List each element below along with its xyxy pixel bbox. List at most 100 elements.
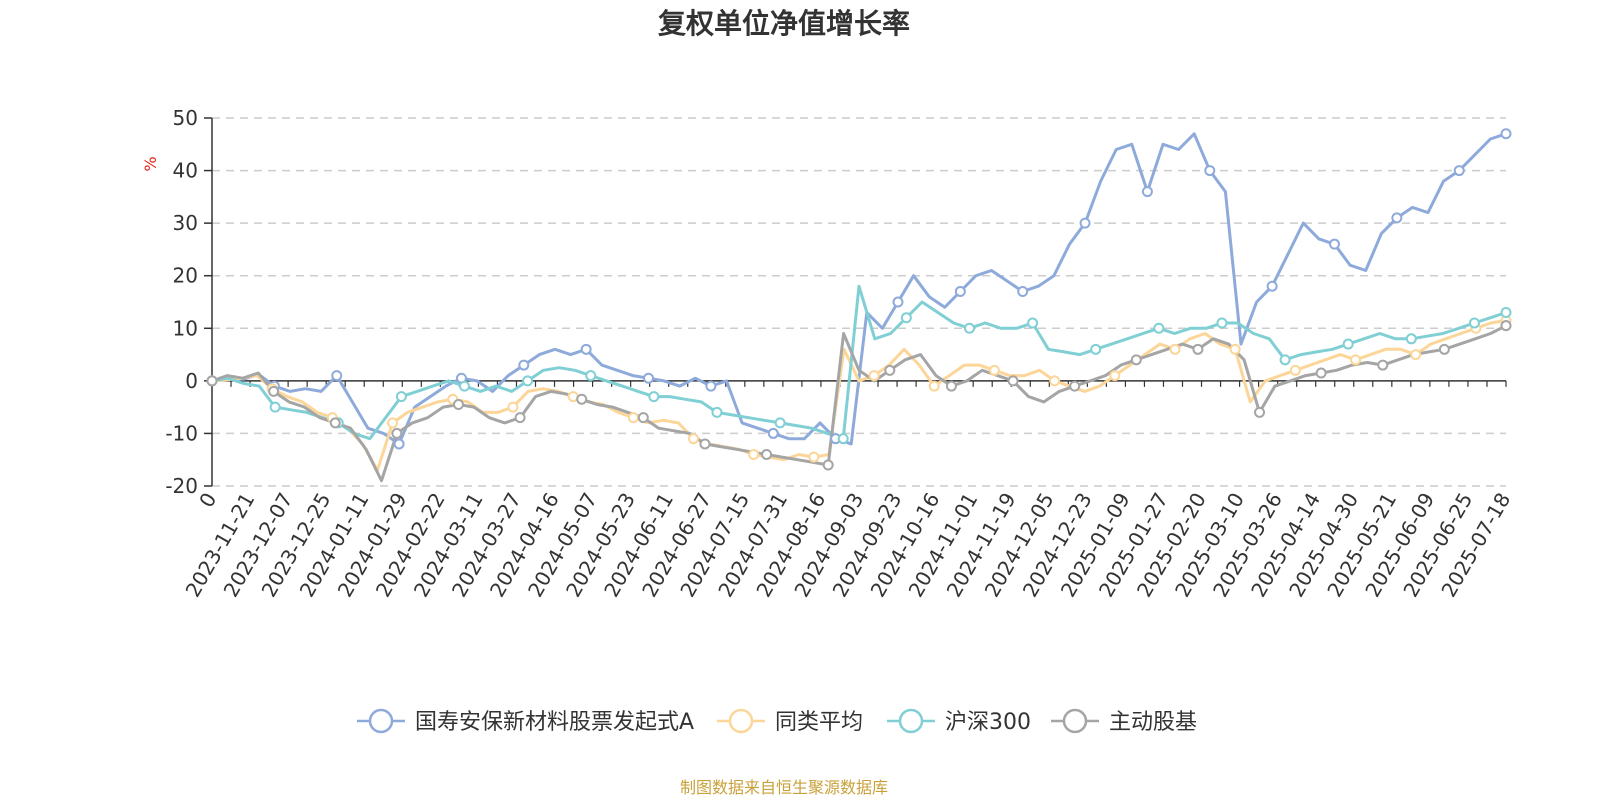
- data-point: [1500, 320, 1512, 332]
- data-point: [268, 385, 280, 397]
- data-point: [1141, 186, 1153, 198]
- data-point: [1229, 343, 1241, 355]
- data-point: [1216, 317, 1228, 329]
- data-point: [1169, 343, 1181, 355]
- data-point: [954, 285, 966, 297]
- data-point: [387, 417, 399, 429]
- data-point: [928, 380, 940, 392]
- data-point: [329, 417, 341, 429]
- data-point: [452, 399, 464, 411]
- data-point: [988, 364, 1000, 376]
- legend-marker-icon: [368, 708, 394, 734]
- data-point: [748, 448, 760, 460]
- data-point: [822, 459, 834, 471]
- series-line-3: [210, 324, 1508, 483]
- data-point: [687, 433, 699, 445]
- y-tick-label: 0: [185, 369, 198, 393]
- legend-item[interactable]: 主动股基: [1051, 708, 1197, 735]
- data-point: [1279, 354, 1291, 366]
- series-markers: [206, 128, 1512, 471]
- data-point: [580, 343, 592, 355]
- legend-marker-icon: [728, 708, 754, 734]
- data-point: [395, 391, 407, 403]
- series-lines: [210, 132, 1508, 483]
- data-point: [837, 433, 849, 445]
- data-point: [458, 380, 470, 392]
- legend-item[interactable]: 同类平均: [717, 708, 863, 735]
- y-tick-label: 30: [173, 211, 198, 235]
- legend-marker-icon: [898, 708, 924, 734]
- data-point: [1438, 343, 1450, 355]
- data-point: [1153, 322, 1165, 334]
- data-point: [1049, 375, 1061, 387]
- data-point: [391, 427, 403, 439]
- data-point: [945, 380, 957, 392]
- y-tick-label: -20: [165, 474, 198, 498]
- data-point: [705, 380, 717, 392]
- data-point: [1500, 307, 1512, 319]
- data-point: [1350, 354, 1362, 366]
- data-point: [1090, 343, 1102, 355]
- legend-marker-icon: [1062, 708, 1088, 734]
- data-point: [643, 372, 655, 384]
- data-point: [1254, 406, 1266, 418]
- data-point: [892, 296, 904, 308]
- source-note: 制图数据来自恒生聚源数据库: [680, 778, 888, 797]
- data-point: [1405, 333, 1417, 345]
- data-point: [1315, 367, 1327, 379]
- y-axis-unit-label: %: [141, 156, 160, 171]
- data-point: [1342, 338, 1354, 350]
- data-point: [711, 406, 723, 418]
- y-tick-label: 10: [173, 316, 198, 340]
- data-point: [585, 370, 597, 382]
- data-point: [1079, 217, 1091, 229]
- data-point: [1027, 317, 1039, 329]
- y-tick-label: -10: [165, 421, 198, 445]
- data-point: [331, 370, 343, 382]
- data-point: [206, 375, 218, 387]
- data-point: [1500, 128, 1512, 140]
- data-point: [900, 312, 912, 324]
- legend-label: 同类平均: [775, 710, 863, 735]
- chart-title: 复权单位净值增长率: [658, 7, 910, 40]
- grid-lines: [212, 117, 1506, 487]
- legend-label: 国寿安保新材料股票发起式A: [415, 710, 694, 735]
- data-point: [522, 375, 534, 387]
- data-point: [576, 393, 588, 405]
- data-point: [1109, 370, 1121, 382]
- data-point: [1007, 375, 1019, 387]
- data-point: [884, 364, 896, 376]
- data-point: [767, 427, 779, 439]
- data-point: [1377, 359, 1389, 371]
- data-point: [1069, 380, 1081, 392]
- data-point: [868, 370, 880, 382]
- legend-item[interactable]: 国寿安保新材料股票发起式A: [357, 708, 694, 735]
- data-point: [518, 359, 530, 371]
- data-point: [1289, 364, 1301, 376]
- data-point: [1391, 212, 1403, 224]
- data-point: [963, 322, 975, 334]
- data-point: [514, 412, 526, 424]
- data-point: [1204, 165, 1216, 177]
- data-point: [808, 451, 820, 463]
- y-tick-label: 40: [173, 159, 198, 183]
- data-point: [507, 401, 519, 413]
- data-point: [648, 391, 660, 403]
- data-point: [1266, 280, 1278, 292]
- series-line-2: [210, 284, 1508, 441]
- legend-item[interactable]: 沪深300: [887, 708, 1031, 735]
- data-point: [1130, 354, 1142, 366]
- data-point: [269, 401, 281, 413]
- y-tick-label: 20: [173, 264, 198, 288]
- data-point: [637, 412, 649, 424]
- data-point: [1410, 349, 1422, 361]
- data-point: [1329, 238, 1341, 250]
- data-point: [1192, 343, 1204, 355]
- x-tick-label: 0: [194, 489, 221, 512]
- data-point: [1468, 317, 1480, 329]
- data-point: [761, 448, 773, 460]
- legend-label: 主动股基: [1109, 710, 1197, 735]
- data-point: [699, 438, 711, 450]
